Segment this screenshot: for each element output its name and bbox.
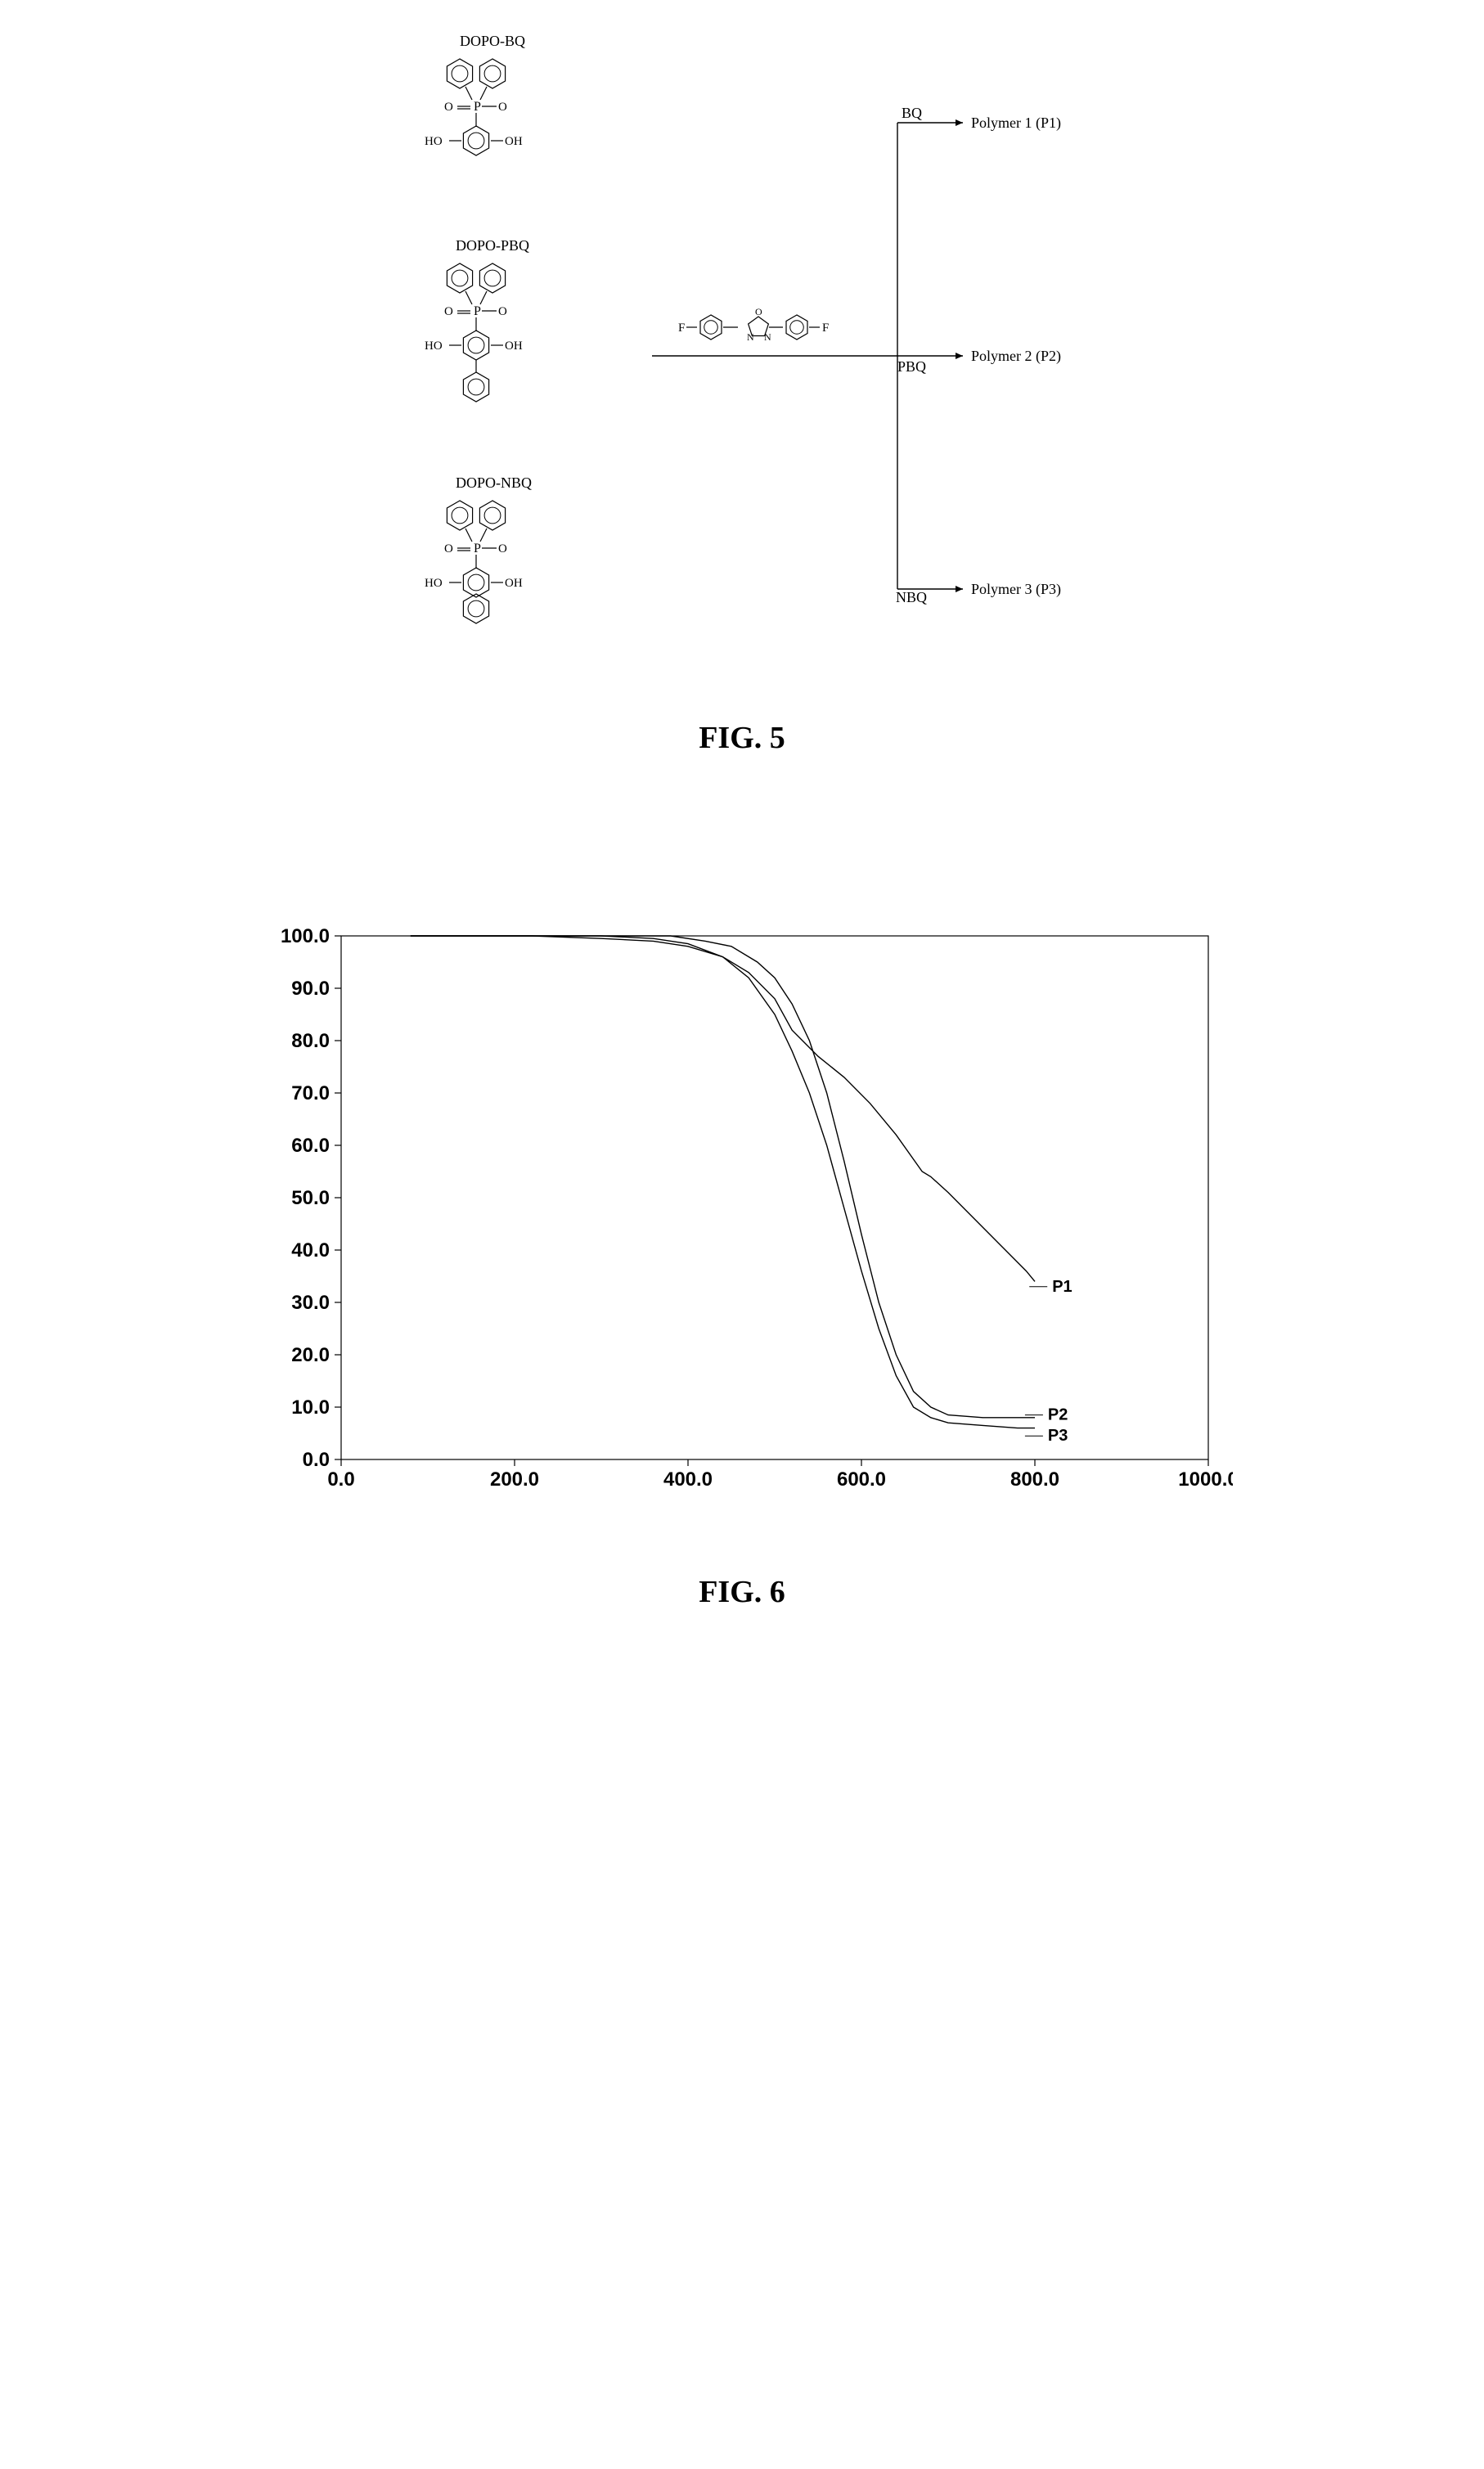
svg-text:P: P: [474, 100, 481, 114]
svg-text:O: O: [444, 305, 453, 318]
svg-text:100.0: 100.0: [281, 925, 330, 947]
svg-text:HO: HO: [425, 577, 443, 590]
svg-text:0.0: 0.0: [327, 1468, 354, 1491]
svg-text:HO: HO: [425, 340, 443, 353]
svg-text:30.0: 30.0: [291, 1292, 330, 1314]
product-label-p2: Polymer 2 (P2): [971, 348, 1061, 365]
svg-text:OH: OH: [505, 135, 523, 148]
chart-svg: 0.0 10.0 20.0 30.0 40.0 50.0 60.0 70.0 80.0 90.0 1…: [251, 920, 1233, 1509]
reaction-scheme: P O O HO OH P O O HO OH P O O HO OH F O NN F DOPO-BQ DOPO-…: [374, 33, 1110, 654]
branch-tag-nbq: NBQ: [896, 589, 927, 606]
svg-text:N: N: [764, 331, 771, 343]
svg-text:40.0: 40.0: [291, 1239, 330, 1261]
svg-text:60.0: 60.0: [291, 1135, 330, 1157]
svg-text:F: F: [678, 322, 685, 335]
svg-text:1000.0: 1000.0: [1178, 1468, 1233, 1491]
svg-text:O: O: [444, 101, 453, 114]
svg-text:800.0: 800.0: [1010, 1468, 1059, 1491]
branch-tag-pbq: PBQ: [897, 358, 926, 376]
svg-text:OH: OH: [505, 577, 523, 590]
svg-text:0.0: 0.0: [303, 1449, 330, 1471]
branch-tag-bq: BQ: [902, 105, 922, 122]
figure-6-caption: FIG. 6: [33, 1574, 1451, 1610]
svg-text:90.0: 90.0: [291, 978, 330, 1000]
svg-text:P1: P1: [1052, 1278, 1072, 1296]
monomer-label-bq: DOPO-BQ: [460, 33, 525, 50]
svg-text:O: O: [755, 306, 762, 317]
svg-text:P: P: [474, 542, 481, 555]
svg-text:OH: OH: [505, 340, 523, 353]
svg-text:P: P: [474, 304, 481, 318]
svg-text:600.0: 600.0: [837, 1468, 886, 1491]
monomer-label-pbq: DOPO-PBQ: [456, 237, 529, 254]
svg-text:O: O: [498, 305, 507, 318]
svg-text:N: N: [747, 331, 754, 343]
product-label-p3: Polymer 3 (P3): [971, 581, 1061, 598]
svg-text:O: O: [444, 542, 453, 555]
product-label-p1: Polymer 1 (P1): [971, 115, 1061, 132]
figure-6-block: 0.0 10.0 20.0 30.0 40.0 50.0 60.0 70.0 80.0 90.0 1…: [33, 920, 1451, 1610]
figure-5-block: P O O HO OH P O O HO OH P O O HO OH F O NN F DOPO-BQ DOPO-…: [33, 33, 1451, 756]
svg-text:10.0: 10.0: [291, 1396, 330, 1419]
svg-text:80.0: 80.0: [291, 1030, 330, 1052]
svg-text:P3: P3: [1048, 1427, 1068, 1445]
svg-text:P2: P2: [1048, 1406, 1068, 1424]
svg-text:70.0: 70.0: [291, 1082, 330, 1104]
svg-text:20.0: 20.0: [291, 1344, 330, 1366]
svg-text:F: F: [822, 322, 829, 335]
svg-text:HO: HO: [425, 135, 443, 148]
svg-text:50.0: 50.0: [291, 1187, 330, 1209]
svg-text:400.0: 400.0: [663, 1468, 713, 1491]
svg-text:O: O: [498, 101, 507, 114]
tga-chart: 0.0 10.0 20.0 30.0 40.0 50.0 60.0 70.0 80.0 90.0 1…: [251, 920, 1233, 1509]
figure-5-caption: FIG. 5: [33, 720, 1451, 756]
svg-text:200.0: 200.0: [490, 1468, 539, 1491]
svg-text:O: O: [498, 542, 507, 555]
monomer-label-nbq: DOPO-NBQ: [456, 474, 532, 492]
